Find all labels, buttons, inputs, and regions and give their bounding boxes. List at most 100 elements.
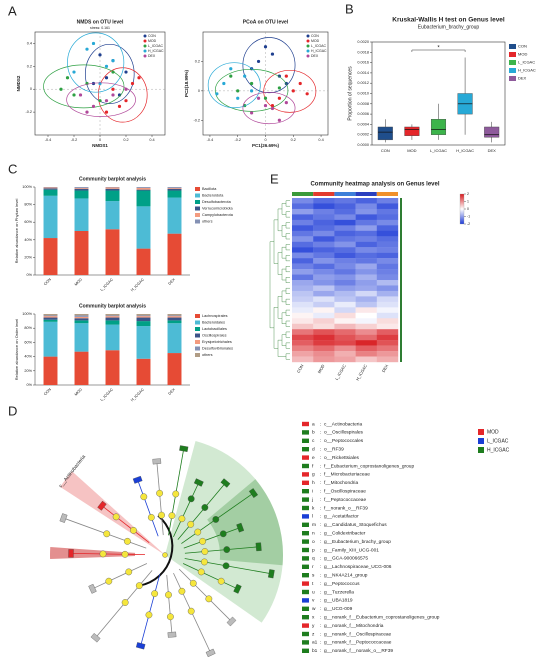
branch [183, 527, 241, 549]
heat-cell [313, 356, 335, 363]
heat-cell [334, 307, 356, 313]
node [145, 611, 153, 619]
heat-cell [376, 198, 399, 204]
point [104, 64, 109, 68]
taxonomy-strip [400, 198, 402, 362]
heat-cell [292, 340, 314, 346]
bar-segment [167, 314, 182, 316]
point [256, 96, 261, 100]
point [291, 89, 295, 93]
y-tick-label: 0.4 [27, 41, 32, 45]
legend-swatch [302, 514, 309, 519]
bar-segment [136, 317, 151, 322]
legend-swatch [302, 472, 309, 477]
legend-swatch [302, 589, 309, 595]
legend-label: CON [518, 44, 527, 49]
legend-swatch [302, 564, 309, 569]
x-tick-label: MOD [74, 387, 83, 396]
group-bar [292, 192, 314, 196]
point [98, 81, 102, 86]
legend-swatch [302, 497, 309, 502]
heat-cell [292, 203, 314, 210]
x-axis-label: NMDS1 [92, 143, 108, 148]
legend-swatch [302, 438, 309, 443]
heat-cell [376, 280, 399, 286]
legend-swatch [302, 421, 309, 427]
clade-shade [207, 479, 283, 566]
legend-label: MOD [518, 52, 527, 57]
legend-label: H_ICGAC [518, 68, 536, 73]
group-label: L_ICGAC [487, 438, 509, 444]
heat-cell [292, 356, 314, 363]
box [377, 126, 393, 141]
bar-segment [105, 320, 120, 325]
x-tick-label: -0.4 [207, 138, 214, 142]
legend-swatch [195, 333, 200, 338]
heat-cell [292, 318, 314, 324]
legend-label: Desulfovibrionales [202, 347, 233, 351]
legend-label: g__norank_f__Oscillospiraceae [324, 631, 392, 637]
bar-segment [74, 318, 89, 321]
node [121, 599, 129, 606]
legend-sep: : [320, 431, 321, 436]
heat-cell [334, 323, 356, 330]
heat-cell [334, 285, 356, 292]
bar-segment [43, 321, 58, 357]
bar-segment [105, 314, 120, 316]
legend-key: z [312, 632, 315, 637]
point [222, 81, 226, 86]
root-node [162, 552, 168, 558]
heat-cell [376, 318, 399, 324]
heat-cell [355, 252, 377, 259]
heat-cell [355, 269, 377, 275]
legend-sep: : [320, 582, 321, 587]
point [277, 86, 281, 90]
legend-swatch [195, 193, 200, 198]
legend-swatch [195, 353, 200, 357]
heat-cell [292, 225, 314, 231]
heat-cell [355, 307, 377, 313]
point [137, 76, 141, 80]
significance-bracket [411, 49, 466, 52]
bar-segment [136, 190, 151, 207]
heat-cell [355, 280, 377, 286]
group-bar [313, 192, 335, 196]
panel-label: A [8, 3, 17, 18]
legend-label: g__Candidatus_Stoquefichus [324, 522, 387, 528]
heat-cell [313, 318, 335, 324]
heat-cell [313, 329, 335, 335]
panel-label: E [270, 171, 279, 186]
legend-sep: : [320, 447, 321, 452]
x-tick-label: 0 [99, 138, 101, 142]
confidence-ellipse [66, 82, 136, 117]
legend-label: Bacteroidota [202, 194, 224, 198]
legend-swatch [302, 606, 309, 611]
heat-cell [376, 296, 399, 303]
heat-cell [334, 225, 356, 231]
chart-title: Community heatmap analysis on Genus leve… [310, 182, 439, 188]
chart-title: NMDS on OTU level [77, 19, 124, 25]
legend-label: L_ICGAC [518, 60, 535, 65]
heat-cell [334, 198, 356, 204]
legend-label: o__Oscillospirales [324, 430, 364, 436]
heat-cell [334, 312, 356, 319]
bar-segment [74, 351, 89, 385]
node [205, 595, 213, 603]
leaf-marker [233, 583, 242, 594]
leaf-marker [68, 549, 74, 558]
point [270, 52, 275, 56]
heat-cell [292, 312, 314, 319]
point [124, 99, 128, 103]
heat-cell [376, 247, 399, 253]
bar-segment [43, 315, 58, 317]
heat-cell [376, 208, 399, 215]
point [85, 47, 89, 51]
legend-key: m [312, 523, 316, 528]
legend-label: g__Peptococcus [324, 581, 360, 587]
branch [137, 479, 159, 537]
heat-cell [376, 334, 399, 341]
point [124, 87, 128, 91]
point [85, 110, 89, 114]
point [104, 76, 109, 80]
